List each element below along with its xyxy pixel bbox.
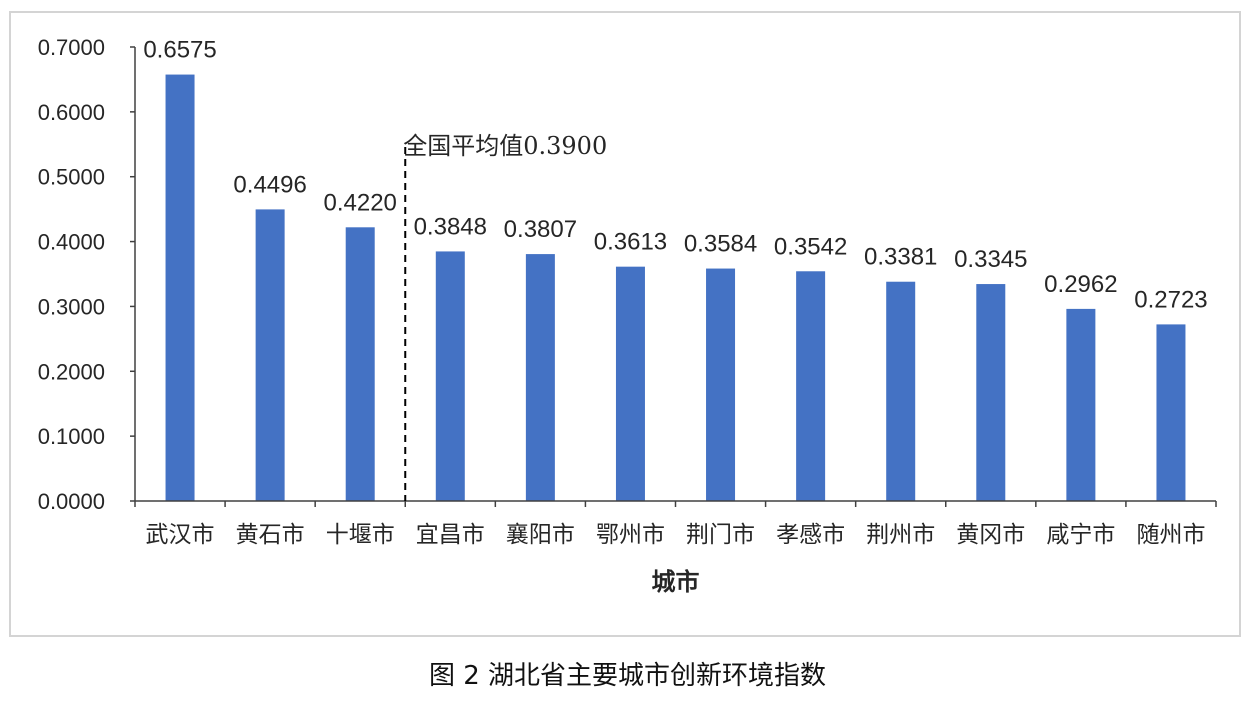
category-label: 咸宁市 [1046,522,1115,548]
bar [1156,324,1186,501]
data-label: 0.3542 [774,233,847,260]
data-label: 0.3848 [414,213,487,240]
data-label: 0.6575 [143,37,216,64]
bar [255,209,285,501]
y-tick-label: 0.4000 [38,230,105,255]
bar [706,268,736,501]
bars-group [165,74,1186,502]
category-label: 孝感市 [776,522,845,548]
y-tick-label: 0.2000 [38,359,105,384]
figure-caption: 图 2 湖北省主要城市创新环境指数 [428,661,827,691]
data-label: 0.3584 [684,231,757,258]
bar [796,271,826,501]
category-label: 荆门市 [686,522,755,548]
y-tick-label: 0.1000 [38,424,105,449]
data-label: 0.2723 [1134,286,1207,313]
data-label: 0.4496 [233,171,306,198]
y-axis-ticks: 0.0000 0.1000 0.2000 0.3000 0.4000 0.5000 0.60… [38,35,1217,514]
data-label: 0.3613 [594,229,667,256]
bar [435,251,465,501]
data-label: 0.4220 [324,189,397,216]
y-tick-label: 0.6000 [38,100,105,125]
bar [345,227,375,501]
x-axis-title: 城市 [652,568,700,596]
category-label: 随州市 [1136,522,1205,548]
bar [615,266,645,501]
category-labels-group: 武汉市 黄石市 十堰市 宜昌市 襄阳市 鄂州市 荆门市 孝感市 荆州市 黄冈市 咸宁市 随州市 [146,522,1206,548]
y-tick-label: 0.3000 [38,294,105,319]
data-label: 0.3381 [864,244,937,271]
category-label: 鄂州市 [596,522,665,548]
category-label: 黄石市 [236,522,305,548]
y-tick-label: 0.5000 [38,165,105,190]
data-label: 0.3345 [954,246,1027,273]
y-tick-label: 0.0000 [38,489,105,514]
chart-frame: 0.0000 0.1000 0.2000 0.3000 0.4000 0.5000 0.60… [9,11,1241,637]
national-average-label: 全国平均值0.3900 [403,132,607,160]
category-label: 襄阳市 [506,522,575,548]
bar [976,284,1006,501]
category-label: 十堰市 [326,522,395,548]
bar [886,281,916,501]
category-label: 武汉市 [146,522,215,548]
bar-chart: 0.0000 0.1000 0.2000 0.3000 0.4000 0.5000 0.60… [38,35,1217,596]
data-label: 0.3807 [504,216,577,243]
category-label: 黄冈市 [956,522,1025,548]
data-label: 0.2962 [1044,271,1117,298]
bar [1066,308,1096,501]
data-labels-group: 0.6575 0.4496 0.4220 0.3848 0.3807 0.3613 0.35… [143,37,1207,314]
bar [525,254,555,501]
bar [165,74,195,502]
category-label: 荆州市 [866,522,935,548]
category-label: 宜昌市 [416,522,485,548]
y-tick-label: 0.7000 [38,35,105,60]
